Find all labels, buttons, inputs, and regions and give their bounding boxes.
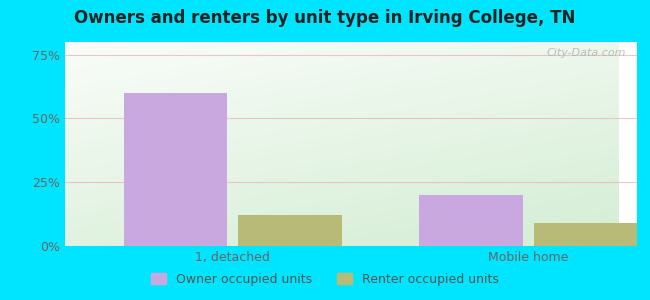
Text: Owners and renters by unit type in Irving College, TN: Owners and renters by unit type in Irvin… (74, 9, 576, 27)
Legend: Owner occupied units, Renter occupied units: Owner occupied units, Renter occupied un… (146, 268, 504, 291)
Bar (124, 93, 228, 246)
Bar (534, 223, 637, 246)
Bar (419, 195, 523, 246)
Text: City-Data.com: City-Data.com (546, 48, 625, 58)
Bar (239, 215, 342, 246)
